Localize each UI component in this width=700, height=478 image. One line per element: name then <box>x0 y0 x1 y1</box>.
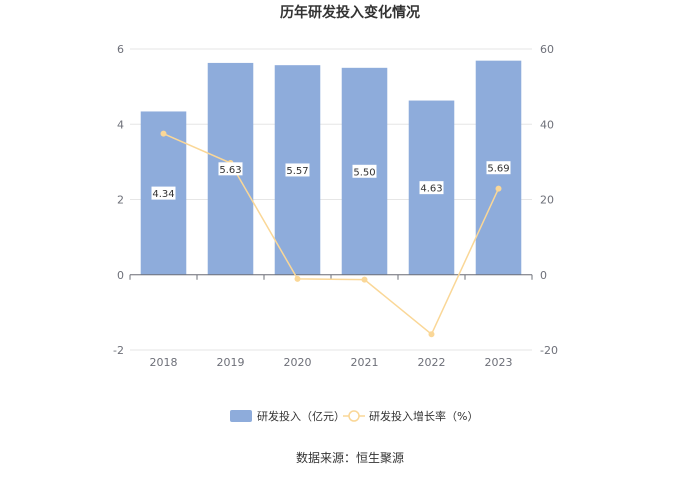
bar-data-label: 5.69 <box>487 164 509 175</box>
growth-point[interactable] <box>495 185 502 192</box>
legend-bar-label: 研发投入（亿元） <box>257 409 345 423</box>
y-axis-left-tick-label: 4 <box>117 118 124 131</box>
growth-point[interactable] <box>428 331 435 338</box>
bar-label-bg <box>419 181 444 195</box>
y-axis-left-tick-label: -2 <box>113 344 124 357</box>
y-axis-left-ticks: 6 4 2 0 -2 <box>113 43 124 357</box>
legend-bar-swatch <box>230 410 252 422</box>
bar-label-bg <box>151 186 176 200</box>
bar-label-bg <box>352 164 377 178</box>
x-axis-tick-label: 2020 <box>284 356 312 369</box>
grid-lines <box>130 48 532 351</box>
legend-item-line[interactable]: 研发投入增长率（%） <box>343 409 478 423</box>
x-axis-tick-label: 2021 <box>351 356 379 369</box>
x-axis <box>129 274 533 280</box>
bar-data-label: 4.63 <box>420 184 442 195</box>
y-axis-right-tick-label: 60 <box>540 43 554 56</box>
x-axis-tick-label: 2023 <box>485 356 513 369</box>
y-axis-left-tick-label: 0 <box>117 269 124 282</box>
growth-line <box>163 132 500 336</box>
bar-label-bg <box>218 162 243 176</box>
legend: 研发投入（亿元） 研发投入增长率（%） <box>230 409 478 423</box>
growth-point[interactable] <box>160 130 167 137</box>
growth-point[interactable] <box>294 275 301 282</box>
bar-data-label: 5.50 <box>353 167 375 178</box>
y-axis-left-tick-label: 6 <box>117 43 124 56</box>
data-source-footer: 数据来源：恒生聚源 <box>296 450 404 465</box>
bar-data-label: 5.57 <box>286 166 308 177</box>
y-axis-right-ticks: 60 40 20 0 -20 <box>540 43 558 357</box>
legend-item-bar[interactable]: 研发投入（亿元） <box>230 409 345 423</box>
growth-point[interactable] <box>361 276 368 283</box>
x-axis-tick-label: 2019 <box>217 356 245 369</box>
y-axis-right-tick-label: -20 <box>540 344 558 357</box>
bar-label-bg <box>486 161 511 175</box>
y-axis-right-tick-label: 40 <box>540 118 554 131</box>
bar-data-labels: 4.34 5.63 5.57 5.50 4.63 5.69 <box>151 161 511 200</box>
y-axis-left-tick-label: 2 <box>117 194 124 207</box>
chart-title: 历年研发投入变化情况 <box>280 4 420 21</box>
bar-data-label: 4.34 <box>152 189 174 200</box>
x-axis-ticks: 2018 2019 2020 2021 2022 2023 <box>150 356 513 369</box>
legend-line-label: 研发投入增长率（%） <box>369 409 478 423</box>
x-axis-tick-label: 2018 <box>150 356 178 369</box>
bar-label-bg <box>285 163 310 177</box>
legend-line-marker <box>348 410 360 422</box>
y-axis-right-tick-label: 0 <box>540 269 547 282</box>
y-axis-right-tick-label: 20 <box>540 194 554 207</box>
bar-series <box>140 60 522 275</box>
bar-data-label: 5.63 <box>219 165 241 176</box>
x-axis-tick-label: 2022 <box>418 356 446 369</box>
